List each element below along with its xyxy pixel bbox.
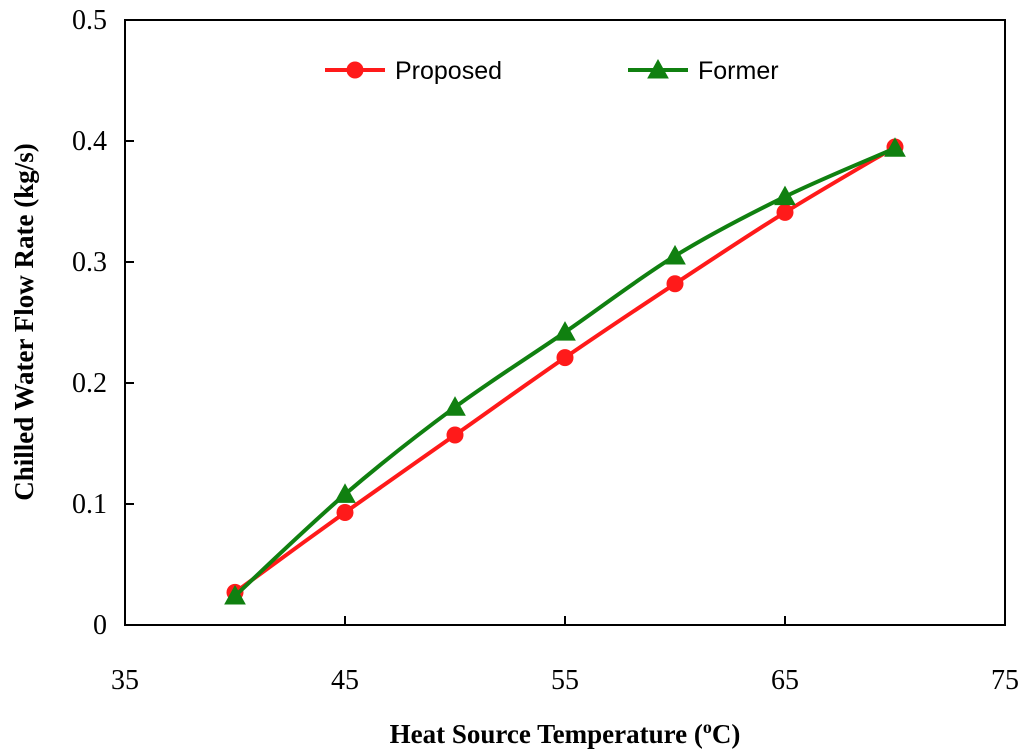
- data-point-former: [334, 483, 356, 503]
- data-point-former: [224, 584, 246, 605]
- y-axis-ticks: 0 0.1 0.2 0.3 0.4 0.5: [72, 5, 134, 641]
- x-tick-label: 45: [331, 665, 359, 696]
- series-line-proposed: [233, 145, 897, 595]
- data-point-former: [554, 321, 576, 341]
- y-tick-label: 0.4: [72, 126, 107, 157]
- x-axis-title-suffix: C): [712, 719, 741, 749]
- y-tick-label: 0.5: [72, 5, 107, 36]
- legend: Proposed Former: [325, 57, 779, 85]
- x-axis-title: Heat Source Temperature (oC): [390, 717, 741, 749]
- series-former: [224, 137, 906, 605]
- data-point-proposed: [776, 203, 794, 221]
- data-point-former: [444, 396, 466, 416]
- legend-marker-proposed: [346, 61, 364, 79]
- y-tick-label: 0.3: [72, 247, 107, 278]
- legend-entry-former: Former: [628, 57, 779, 85]
- data-point-proposed: [556, 349, 574, 367]
- legend-entry-proposed: Proposed: [325, 57, 502, 85]
- data-point-proposed: [336, 503, 354, 521]
- y-tick-label: 0.2: [72, 368, 107, 399]
- y-tick-label: 0.1: [72, 489, 107, 520]
- y-axis-title: Chilled Water Flow Rate (kg/s): [9, 143, 39, 501]
- x-axis-ticks: 35 45 55 65 75: [111, 616, 1019, 696]
- y-tick-label: 0: [93, 610, 107, 641]
- data-point-proposed: [446, 426, 464, 444]
- legend-label-former: Former: [698, 57, 779, 85]
- x-tick-label: 55: [551, 665, 579, 696]
- data-point-proposed: [666, 275, 684, 293]
- series-line-former: [233, 146, 897, 598]
- x-tick-label: 65: [771, 665, 799, 696]
- legend-marker-former: [647, 58, 669, 79]
- x-tick-label: 75: [991, 665, 1019, 696]
- data-point-former: [664, 244, 686, 265]
- legend-label-proposed: Proposed: [395, 57, 502, 85]
- x-axis-title-main: Heat Source Temperature (: [390, 719, 703, 749]
- series-proposed: [226, 138, 904, 601]
- data-point-former: [774, 185, 796, 206]
- x-axis-title-superscript: o: [703, 717, 712, 737]
- data-point-former: [884, 137, 906, 157]
- series-layer: [224, 137, 906, 605]
- x-tick-label: 35: [111, 665, 139, 696]
